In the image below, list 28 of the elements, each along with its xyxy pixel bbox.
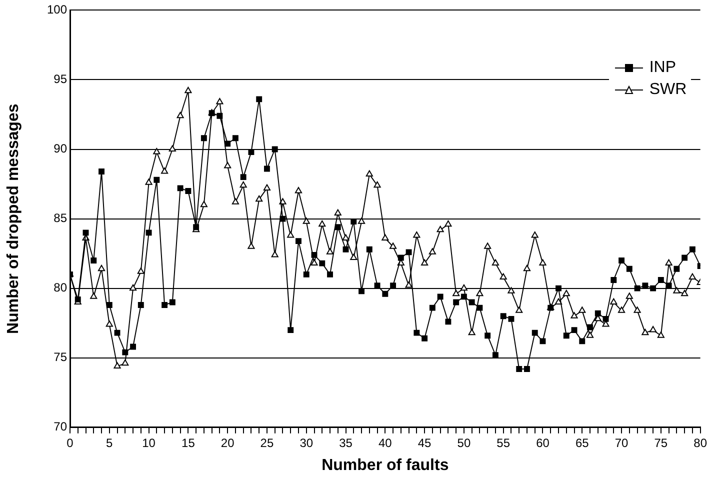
x-tick-label: 20 (220, 436, 235, 450)
x-tick-label: 25 (260, 436, 274, 450)
x-tick-label: 50 (457, 436, 471, 450)
x-tick-label: 60 (536, 436, 550, 450)
legend-label: INP (649, 59, 676, 78)
x-tick-label: 45 (418, 436, 432, 450)
y-tick-label: 75 (54, 350, 68, 364)
x-tick-label: 65 (575, 436, 590, 450)
x-axis-title: Number of faults (322, 456, 449, 474)
y-tick-label: 80 (54, 280, 68, 295)
x-tick-label: 75 (654, 436, 668, 450)
x-tick-label: 30 (300, 436, 314, 450)
y-tick-label: 100 (46, 2, 68, 17)
x-tick-label: 70 (614, 436, 629, 450)
x-tick-label: 55 (496, 436, 510, 450)
x-tick-label: 5 (106, 436, 114, 450)
x-tick-label: 80 (694, 436, 708, 450)
x-tick-label: 35 (339, 436, 353, 450)
x-tick-label: 40 (378, 436, 392, 450)
y-tick-label: 90 (54, 142, 68, 156)
legend-label: SWR (649, 81, 687, 100)
y-tick-label: 95 (54, 72, 68, 86)
x-tick-label: 15 (182, 436, 196, 450)
y-tick-label: 85 (54, 211, 68, 226)
x-tick-label: 10 (142, 436, 156, 450)
y-axis-title: Number of dropped messages (5, 104, 22, 334)
x-tick-label: 0 (66, 436, 74, 450)
y-tick-label: 70 (54, 420, 68, 434)
